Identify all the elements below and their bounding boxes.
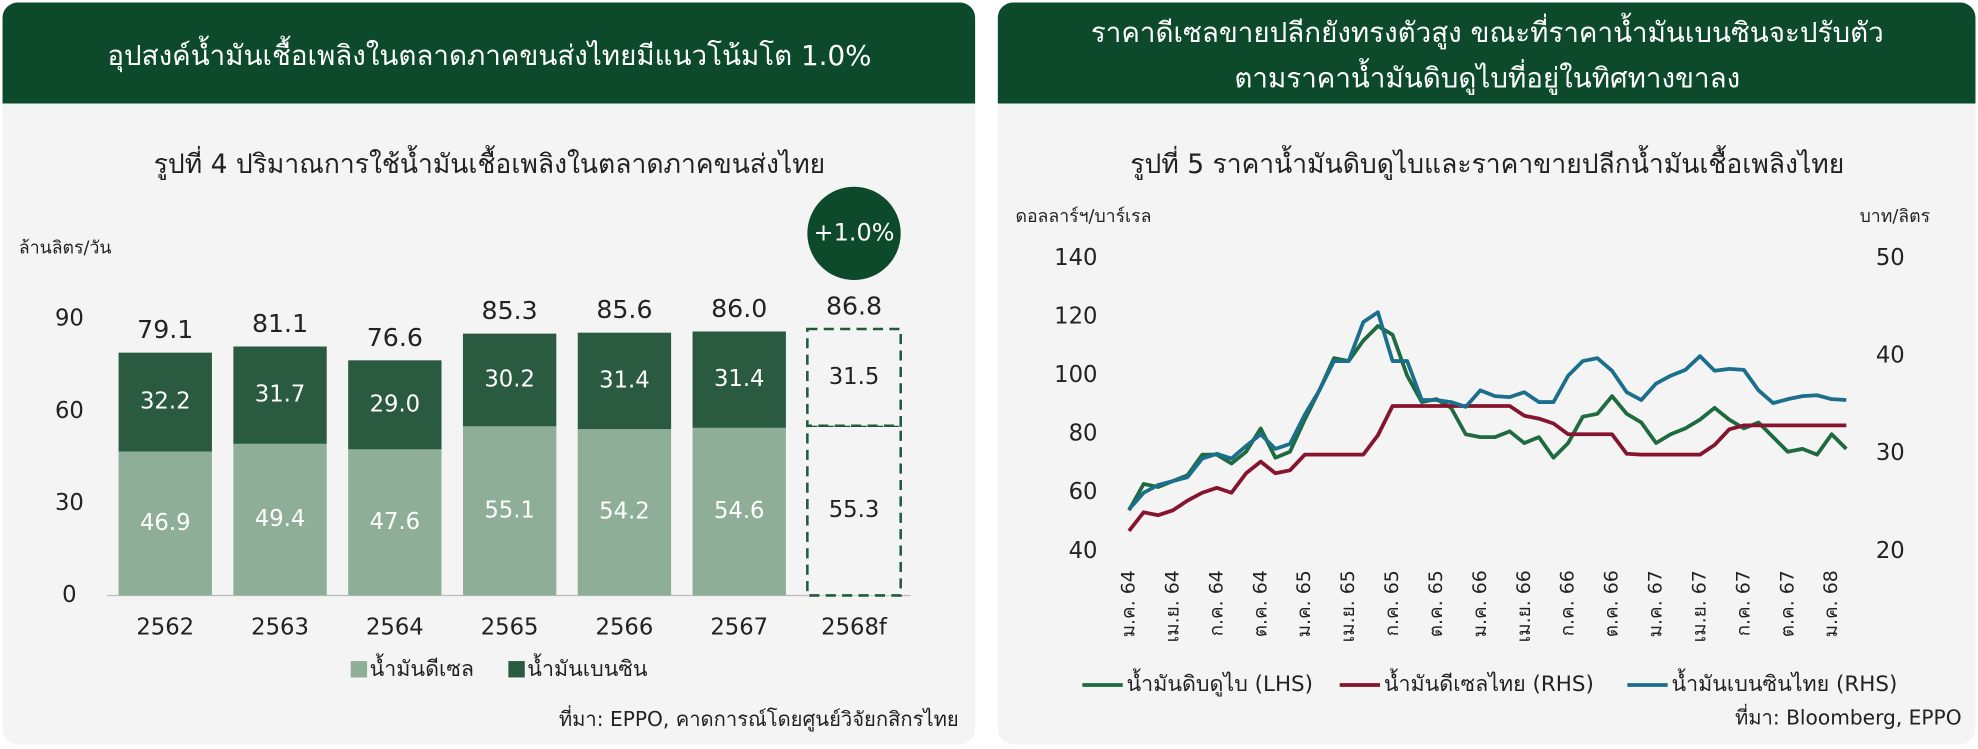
bar-segment xyxy=(118,451,212,596)
x-tick-label: ก.ค. 64 xyxy=(1205,570,1227,636)
forecast-bar-segment xyxy=(806,327,902,427)
bar-value-label: 49.4 xyxy=(255,506,306,532)
header-title: ตามราคาน้ำมันดิบดูไบที่อยู่ในทิศทางขาลง xyxy=(1234,59,1740,96)
x-tick-label: ต.ค. 66 xyxy=(1601,570,1623,637)
source: ที่มา: EPPO, คาดการณ์โดยศูนย์วิจัยกสิกรไ… xyxy=(559,705,959,732)
bar-segment xyxy=(692,331,786,428)
x-tick-label: เม.ย. 64 xyxy=(1161,570,1183,642)
series-line xyxy=(1127,324,1848,512)
total-label: 85.3 xyxy=(482,296,538,325)
bar-value-label: 54.6 xyxy=(714,498,765,524)
legend-label: น้ำมันดีเซลไทย (RHS) xyxy=(1384,668,1594,697)
y2-axis-label: บาท/ลิตร xyxy=(1860,207,1930,227)
y-tick-label: 0 xyxy=(62,582,76,608)
chart-title: รูปที่ 5 ราคาน้ำมันดิบดูไบและราคาขายปลีก… xyxy=(1130,145,1844,180)
bar-segment xyxy=(348,449,442,596)
x-tick-label: ต.ค. 67 xyxy=(1776,570,1798,637)
bar-segment xyxy=(462,333,557,427)
bar-value-label: 29.0 xyxy=(370,391,421,417)
total-label: 85.6 xyxy=(596,295,652,324)
chart-title: รูปที่ 4 ปริมาณการใช้น้ำมันเชื้อเพลิงในต… xyxy=(154,145,825,180)
header-left xyxy=(2,2,976,104)
x-tick-label: ม.ค. 67 xyxy=(1645,570,1667,637)
bar-segment xyxy=(118,352,212,452)
bar-segment xyxy=(233,346,327,444)
bar-value-label: 55.3 xyxy=(829,497,880,523)
series-line xyxy=(1127,404,1847,533)
bar-segment xyxy=(348,360,442,450)
y-tick-label: 90 xyxy=(55,306,84,332)
bar-segment xyxy=(577,429,672,596)
y-axis-label: ดอลลาร์ฯ/บาร์เรล xyxy=(1015,206,1151,227)
total-label: 81.1 xyxy=(252,309,308,338)
bar-value-label: 54.2 xyxy=(599,499,650,525)
bar-value-label: 32.2 xyxy=(140,389,191,415)
x-tick-label: 2566 xyxy=(596,615,654,641)
x-tick-label: เม.ย. 66 xyxy=(1513,570,1535,642)
legend-label: น้ำมันดีเซล xyxy=(370,653,474,682)
y2-tick-label: 30 xyxy=(1876,440,1905,466)
y-tick-label: 140 xyxy=(1054,245,1097,271)
total-label: 86.0 xyxy=(711,294,767,323)
legend-label: น้ำมันดิบดูไบ (LHS) xyxy=(1127,668,1314,697)
legend-swatch xyxy=(508,661,525,678)
y-tick-label: 100 xyxy=(1054,362,1097,388)
x-tick-label: ต.ค. 64 xyxy=(1249,570,1271,637)
annotation: +1.0% xyxy=(814,218,895,246)
bar-value-label: 30.2 xyxy=(484,366,535,392)
legend-label: น้ำมันเบนซิน xyxy=(527,653,648,682)
x-tick-label: 2565 xyxy=(481,615,539,641)
bar-segment xyxy=(692,427,786,596)
y2-tick-label: 50 xyxy=(1876,245,1905,271)
bar-segment xyxy=(233,443,327,596)
x-tick-label: 2563 xyxy=(251,615,309,641)
y2-tick-label: 40 xyxy=(1876,343,1905,369)
y-tick-label: 60 xyxy=(55,398,84,424)
x-tick-label: ม.ค. 65 xyxy=(1293,570,1315,637)
x-tick-label: 2562 xyxy=(136,615,194,641)
y-axis-label: ล้านลิตร/วัน xyxy=(19,239,112,259)
x-tick-label: 2564 xyxy=(366,615,424,641)
total-label: 79.1 xyxy=(137,315,193,344)
x-tick-label: ก.ค. 65 xyxy=(1381,570,1403,636)
annotation-badge xyxy=(807,186,901,281)
x-tick-label: เม.ย. 65 xyxy=(1337,570,1359,642)
header-title: อุปสงค์น้ำมันเชื้อเพลิงในตลาดภาคขนส่งไทย… xyxy=(107,36,871,73)
x-tick-label: 2567 xyxy=(710,615,768,641)
x-tick-label: ม.ค. 68 xyxy=(1820,570,1842,637)
x-tick-label: เม.ย. 67 xyxy=(1688,570,1710,642)
header-title: ราคาดีเซลขายปลีกยังทรงตัวสูง ขณะที่ราคาน… xyxy=(1091,13,1884,50)
bar-value-label: 47.6 xyxy=(370,509,421,535)
y2-tick-label: 20 xyxy=(1876,538,1905,564)
legend-label: น้ำมันเบนซินไทย (RHS) xyxy=(1671,668,1897,697)
forecast-bar-segment xyxy=(806,424,902,597)
x-tick-label: ม.ค. 66 xyxy=(1469,570,1491,637)
bar-segment xyxy=(462,426,557,596)
bar-value-label: 31.7 xyxy=(255,382,306,408)
bar-value-label: 55.1 xyxy=(484,497,535,523)
legend-swatch xyxy=(350,661,368,678)
x-tick-label: ม.ค. 64 xyxy=(1118,570,1140,637)
total-label: 86.8 xyxy=(826,292,882,321)
y-tick-label: 30 xyxy=(55,490,84,516)
bar-value-label: 31.5 xyxy=(829,364,880,390)
bar-value-label: 46.9 xyxy=(140,510,191,536)
x-tick-label: ก.ค. 66 xyxy=(1557,570,1579,636)
x-tick-label: ต.ค. 65 xyxy=(1425,570,1447,637)
source: ที่มา: Bloomberg, EPPO xyxy=(1735,704,1962,730)
x-tick-label: 2568f xyxy=(821,615,888,641)
y-tick-label: 60 xyxy=(1069,479,1098,505)
bar-segment xyxy=(577,332,672,430)
y-tick-label: 120 xyxy=(1054,304,1097,330)
total-label: 76.6 xyxy=(367,323,423,352)
y-tick-label: 40 xyxy=(1069,538,1098,564)
x-tick-label: ก.ค. 67 xyxy=(1732,570,1754,636)
y-tick-label: 80 xyxy=(1069,421,1098,447)
series-line xyxy=(1127,310,1847,511)
panel-right xyxy=(997,2,1976,745)
bar-value-label: 31.4 xyxy=(714,366,765,392)
header-right xyxy=(997,2,1976,104)
bar-value-label: 31.4 xyxy=(599,367,650,393)
